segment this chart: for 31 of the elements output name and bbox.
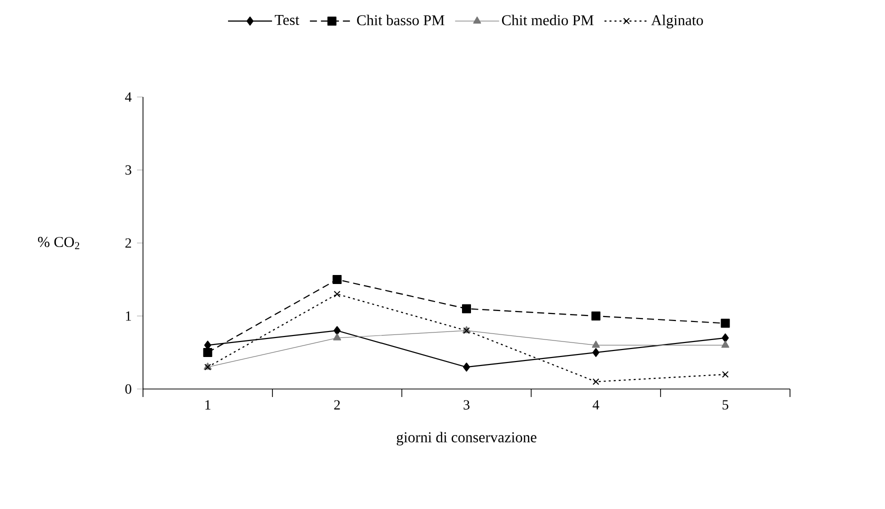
x-axis-title: giorni di conservazione <box>396 432 536 446</box>
point <box>592 340 600 348</box>
legend-label: Test <box>274 15 300 26</box>
point <box>721 340 730 348</box>
point <box>722 371 729 378</box>
x-tick-label: 5 <box>722 400 728 410</box>
point <box>203 348 212 357</box>
x-tick-label: 2 <box>334 400 340 410</box>
x-tick-label: 3 <box>464 400 470 410</box>
legend-label: Chit medio PM <box>502 14 594 26</box>
point <box>333 333 342 340</box>
y-tick-label: 3 <box>125 165 132 175</box>
legend-label: Alginato <box>651 14 703 28</box>
point <box>591 312 600 320</box>
point <box>463 362 470 372</box>
point <box>720 318 730 328</box>
x-tick-label: 4 <box>592 400 600 410</box>
point <box>334 290 340 298</box>
y-tick-label: 4 <box>125 92 132 102</box>
point <box>592 378 600 386</box>
y-tick-label: 0 <box>125 384 132 394</box>
y-tick-label: 1 <box>126 311 131 321</box>
point <box>332 275 342 284</box>
point <box>722 333 729 342</box>
x-tick-label: 1 <box>205 400 210 410</box>
point <box>462 304 472 314</box>
y-tick-label: 2 <box>125 238 132 248</box>
legend-label: Chit basso PM <box>357 14 444 26</box>
point <box>592 348 600 357</box>
point <box>334 326 341 336</box>
y-axis-title: % CO$_{2}$ <box>38 236 80 250</box>
